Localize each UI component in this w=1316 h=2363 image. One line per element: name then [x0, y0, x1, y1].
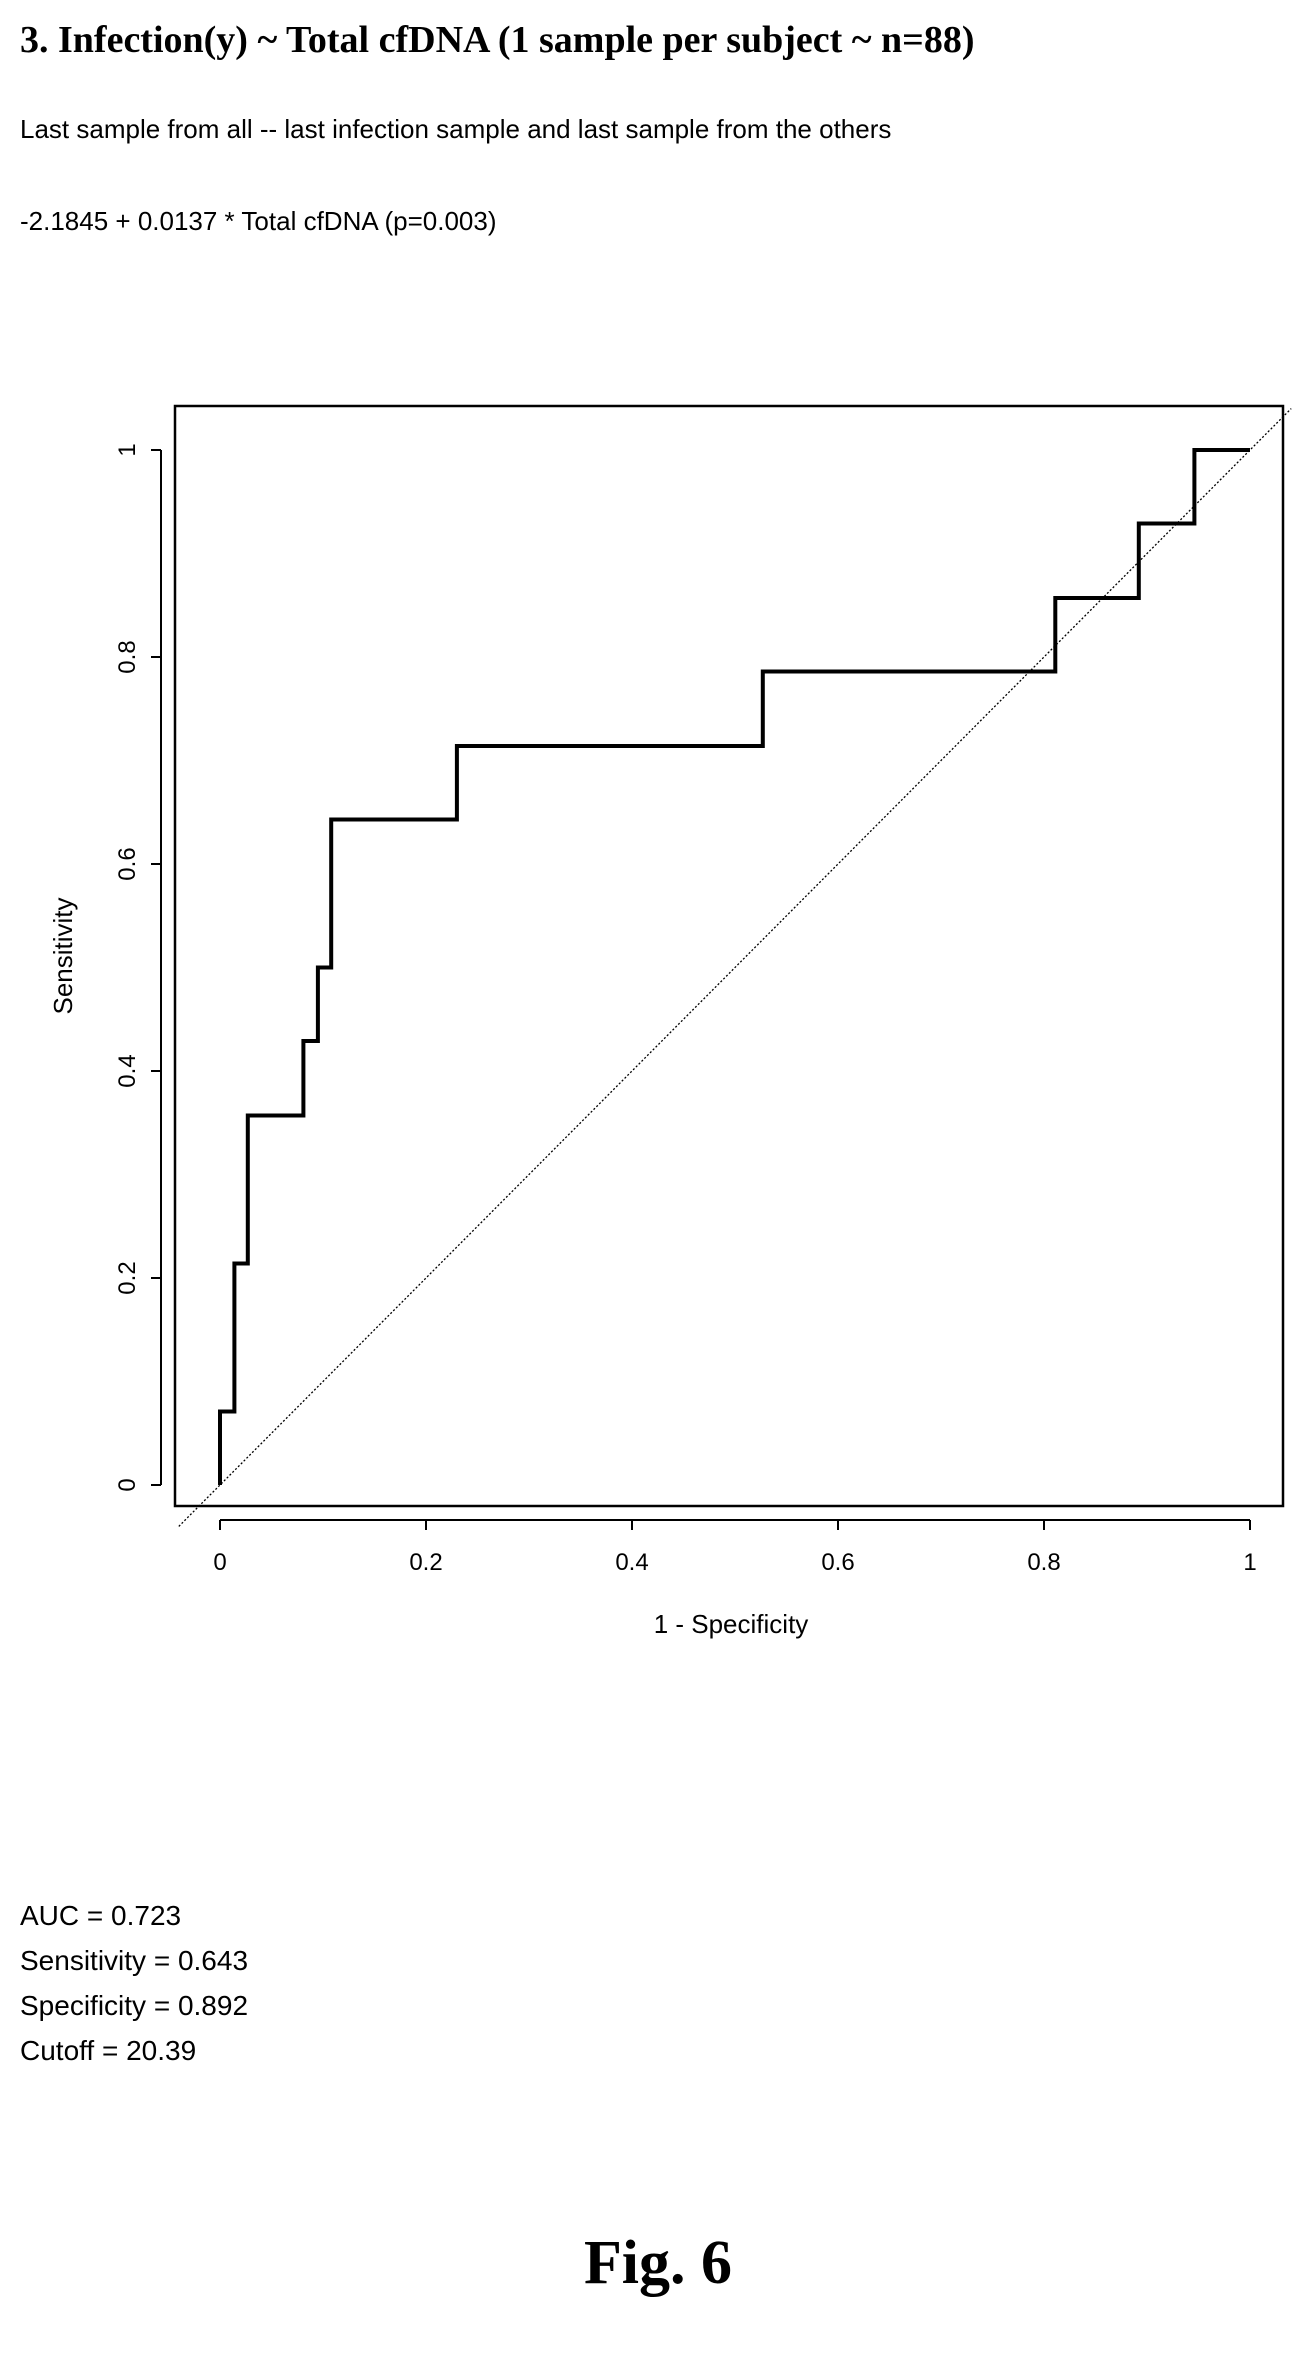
plot-frame	[173, 404, 1285, 1508]
figure-label: Fig. 6	[583, 2229, 733, 2297]
roc-curve	[218, 448, 1250, 1485]
auc-stat: AUC = 0.723	[20, 1900, 182, 1931]
cutoff-stat: Cutoff = 20.39	[20, 2035, 197, 2066]
subtitle: Last sample from all -- last infection s…	[20, 114, 892, 144]
y-tick-label: 0.2	[114, 1261, 141, 1294]
diagonal-reference-line	[178, 408, 1292, 1527]
x-axis-title: 1 - Specificity	[654, 1609, 809, 1639]
x-tick-label: 0.2	[409, 1549, 442, 1576]
roc-chart: 0 0.2 0.4 0.6 0.8 1 0 0.2 0.4 0.6 0.8 1 1 - Specifi…	[48, 404, 1292, 1639]
x-tick-label: 1	[1243, 1549, 1256, 1576]
x-tick-label: 0.6	[821, 1549, 854, 1576]
axes: 0 0.2 0.4 0.6 0.8 1 0 0.2 0.4 0.6 0.8 1	[114, 443, 1257, 1576]
specificity-stat: Specificity = 0.892	[20, 1990, 249, 2021]
sensitivity-stat: Sensitivity = 0.643	[20, 1945, 249, 1976]
x-tick-label: 0	[213, 1549, 226, 1576]
y-tick-label: 0.4	[114, 1054, 141, 1087]
x-tick-label: 0.8	[1027, 1549, 1060, 1576]
regression-formula: -2.1845 + 0.0137 * Total cfDNA (p=0.003)	[20, 206, 497, 236]
y-tick-label: 0.8	[114, 640, 141, 673]
y-tick-label: 0.6	[114, 847, 141, 880]
page-title: 3. Infection(y) ~ Total cfDNA (1 sample …	[20, 19, 975, 61]
x-tick-label: 0.4	[615, 1549, 648, 1576]
y-tick-label: 0	[114, 1478, 141, 1491]
stats-block: AUC = 0.723 Sensitivity = 0.643 Specific…	[20, 1893, 248, 2073]
y-tick-label: 1	[114, 443, 141, 456]
series-group	[178, 408, 1292, 1527]
y-axis-title: Sensitivity	[48, 897, 78, 1014]
